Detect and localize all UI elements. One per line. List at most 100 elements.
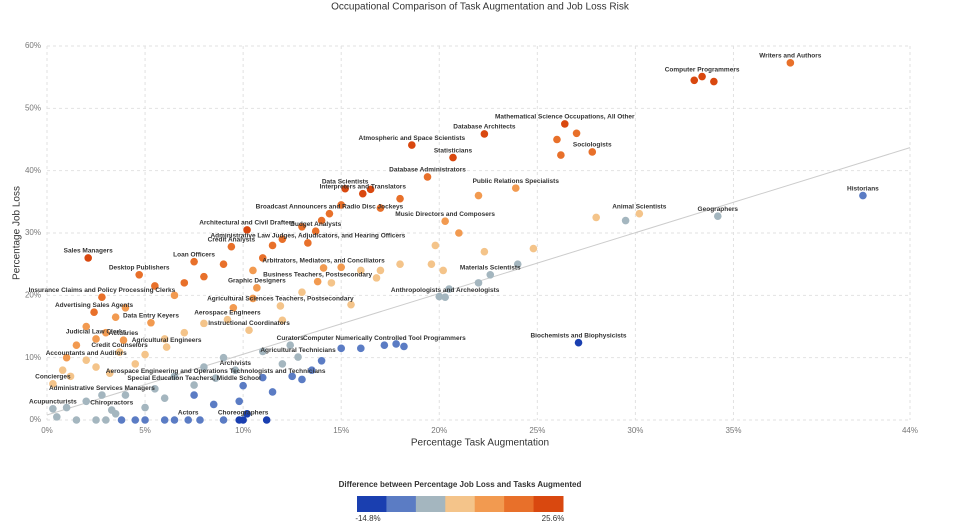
point — [311, 227, 320, 235]
point-label: Administrative Law Judges, Adjudicators,… — [210, 233, 405, 240]
point-label: Agricultural Technicians — [260, 347, 336, 354]
point — [357, 266, 365, 275]
point — [276, 302, 285, 310]
point-label: Aerospace Engineering and Operations Tec… — [106, 368, 326, 375]
x-axis-label: Percentage Task Augmentation — [411, 438, 549, 449]
point — [245, 326, 253, 335]
point — [400, 342, 408, 351]
point — [286, 341, 295, 350]
point — [307, 366, 316, 374]
point — [449, 153, 457, 162]
point-label: Broadcast Announcers and Radio Disc Jock… — [256, 203, 404, 210]
point — [441, 217, 449, 225]
point — [102, 416, 110, 424]
point — [427, 260, 436, 268]
point-label: Animal Scientists — [612, 203, 667, 210]
point — [262, 416, 271, 424]
point — [249, 294, 257, 303]
point — [337, 201, 346, 209]
point — [635, 209, 644, 218]
point — [53, 413, 61, 421]
y-tick-label: 20% — [25, 290, 41, 299]
point — [231, 366, 240, 374]
colorbar-swatch — [357, 496, 387, 512]
point — [513, 260, 522, 268]
point — [117, 416, 126, 424]
point-label: Biochemists and Biophysicists — [530, 332, 626, 339]
point — [121, 391, 130, 399]
point — [92, 335, 100, 343]
point — [90, 308, 98, 316]
point — [92, 363, 100, 371]
point-label: Music Directors and Composers — [395, 211, 495, 218]
point — [698, 72, 706, 81]
point — [786, 59, 795, 67]
point — [258, 254, 267, 262]
point-label: Statisticians — [434, 147, 473, 154]
point-label: Judicial Law Clerks — [66, 329, 127, 336]
point — [592, 213, 600, 222]
point — [455, 229, 463, 237]
y-tick-label: 40% — [25, 166, 41, 175]
point — [229, 304, 238, 312]
point — [170, 416, 179, 424]
point — [268, 388, 277, 396]
point-label: Budget Analysts — [290, 221, 341, 228]
point-label: Sociologists — [573, 142, 612, 149]
point — [235, 416, 244, 424]
point-label: Historians — [847, 185, 879, 192]
point — [219, 416, 228, 424]
point — [190, 391, 198, 399]
point-label: Aerospace Engineers — [194, 309, 261, 316]
point — [160, 335, 169, 343]
point — [337, 263, 346, 272]
point — [298, 375, 306, 384]
colorbar-min-label: -14.8% — [355, 514, 380, 523]
point — [690, 76, 699, 85]
point — [253, 284, 261, 292]
point — [72, 416, 81, 424]
point — [337, 344, 346, 353]
x-tick-label: 10% — [235, 426, 251, 435]
point — [313, 277, 322, 286]
point — [200, 363, 208, 371]
point — [376, 266, 385, 275]
point-label: Agricultural Sciences Teachers, Postseco… — [207, 296, 354, 303]
point — [190, 257, 198, 266]
point-label: Data Entry Keyers — [123, 312, 179, 319]
colorbar-swatch — [445, 496, 476, 512]
point — [111, 313, 120, 321]
point — [82, 322, 91, 331]
point-label: Atmospheric and Space Scientists — [359, 135, 466, 142]
point — [211, 374, 220, 383]
point-label: Loan Officers — [173, 251, 215, 258]
point — [298, 222, 306, 231]
point — [278, 316, 287, 325]
point-label: Computer Numerically Controlled Tool Pro… — [303, 335, 466, 342]
point — [557, 151, 565, 159]
point — [141, 403, 149, 412]
point — [357, 344, 365, 353]
point — [66, 372, 75, 381]
point — [190, 381, 198, 389]
point — [258, 347, 267, 356]
point-label: Administrative Services Managers — [49, 385, 155, 392]
point — [396, 260, 404, 268]
point — [298, 288, 306, 297]
point-label: Database Administrators — [389, 167, 466, 174]
point-label: Archivists — [220, 360, 252, 367]
point — [131, 360, 140, 368]
point — [859, 191, 867, 200]
point-label: Desktop Publishers — [109, 264, 170, 271]
point — [341, 184, 349, 193]
point — [119, 336, 128, 345]
point — [572, 129, 581, 138]
x-tick-label: 15% — [333, 426, 349, 435]
point — [131, 416, 140, 424]
point — [121, 304, 130, 312]
point — [396, 194, 404, 203]
point — [288, 372, 296, 381]
point — [243, 409, 251, 418]
point-label: Insurance Claims and Policy Processing C… — [29, 287, 176, 294]
